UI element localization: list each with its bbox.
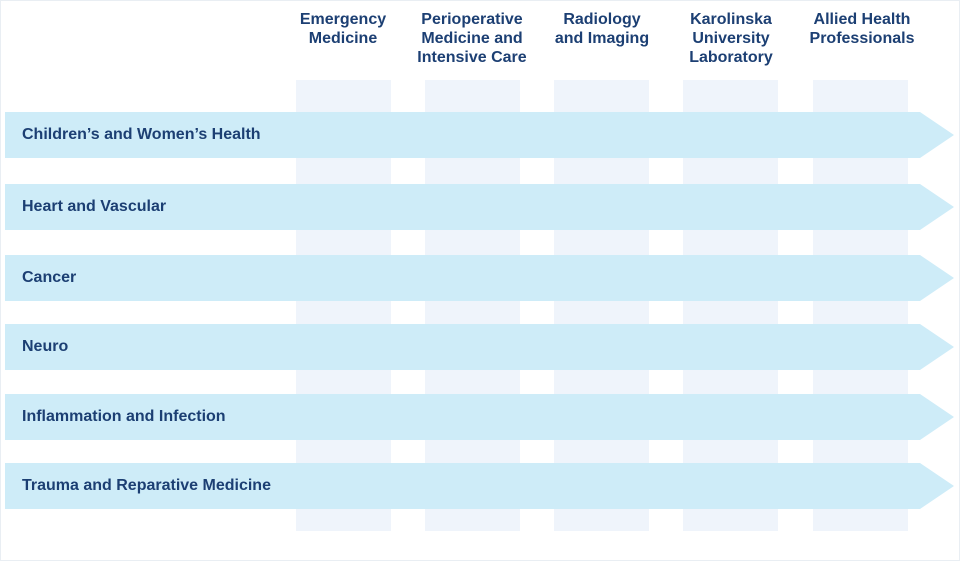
row-label: Trauma and Reparative Medicine bbox=[22, 477, 271, 494]
column-header-perioperative-medicine: Perioperative Medicine and Intensive Car… bbox=[417, 11, 527, 66]
row-label: Heart and Vascular bbox=[22, 198, 167, 215]
row-arrow-inflammation-infection: Inflammation and Infection bbox=[5, 394, 954, 440]
row-arrow-neuro: Neuro bbox=[5, 324, 954, 370]
column-header-karolinska-laboratory: Karolinska University Laboratory bbox=[689, 11, 773, 66]
row-arrow-cancer: Cancer bbox=[5, 255, 954, 301]
column-header-radiology-imaging: Radiology and Imaging bbox=[554, 11, 650, 47]
column-header-emergency-medicine: Emergency Medicine bbox=[299, 11, 387, 47]
row-arrow-trauma-reparative-medicine: Trauma and Reparative Medicine bbox=[5, 463, 954, 509]
row-label: Neuro bbox=[22, 338, 69, 355]
row-arrow-childrens-womens-health: Children’s and Women’s Health bbox=[5, 112, 954, 158]
row-label: Inflammation and Infection bbox=[22, 408, 226, 425]
row-label: Cancer bbox=[22, 269, 77, 286]
column-header-allied-health: Allied Health Professionals bbox=[809, 11, 915, 47]
row-label: Children’s and Women’s Health bbox=[22, 126, 261, 143]
row-arrow-heart-vascular: Heart and Vascular bbox=[5, 184, 954, 230]
